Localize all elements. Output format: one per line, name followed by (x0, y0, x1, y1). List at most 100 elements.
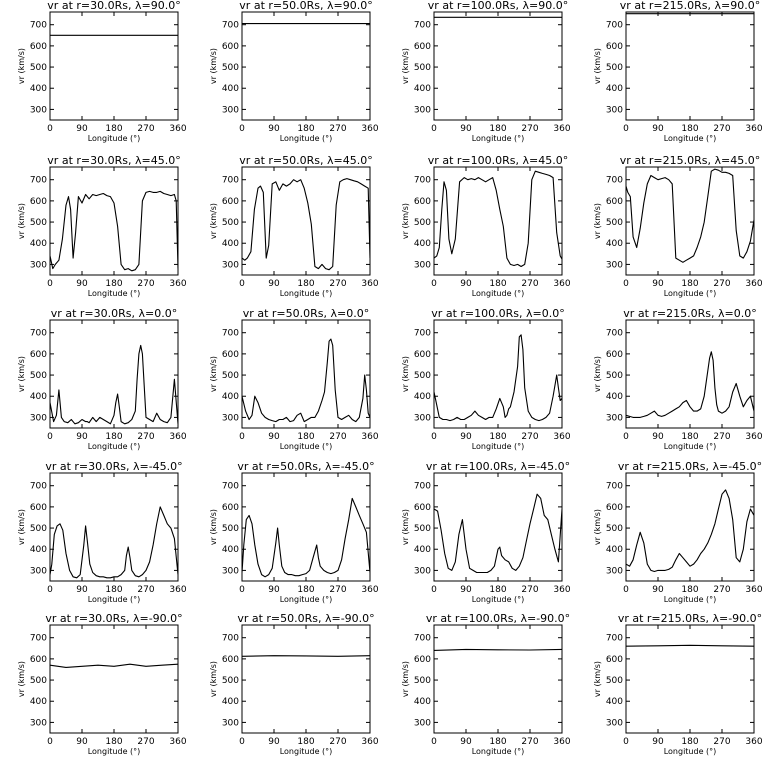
x-tick-label: 270 (137, 279, 154, 289)
y-tick-label: 600 (414, 655, 431, 665)
x-axis-label: Longitude (°) (88, 595, 141, 604)
y-tick-label: 300 (222, 105, 239, 115)
y-tick-label: 500 (414, 676, 431, 686)
y-tick-label: 300 (222, 260, 239, 270)
x-tick-label: 270 (521, 432, 538, 442)
x-tick-label: 270 (521, 737, 538, 747)
plot-frame (433, 319, 563, 429)
y-tick-label: 700 (30, 21, 47, 31)
x-tick-label: 180 (681, 585, 698, 595)
y-tick-label: 600 (222, 42, 239, 52)
y-tick-label: 700 (414, 176, 431, 186)
y-tick-label: 400 (606, 239, 623, 249)
plot-frame (241, 472, 371, 582)
x-axis-label: Longitude (°) (88, 747, 141, 756)
series-line (242, 338, 370, 423)
y-axis-label: vr (km/s) (593, 203, 602, 239)
y-axis-label: vr (km/s) (17, 48, 26, 84)
x-tick-label: 180 (489, 124, 506, 134)
plot-frame (241, 11, 371, 121)
y-tick-label: 300 (30, 718, 47, 728)
x-tick-label: 360 (169, 124, 186, 134)
x-tick-label: 0 (431, 737, 437, 747)
y-tick-label: 700 (30, 176, 47, 186)
y-tick-label: 700 (222, 634, 239, 644)
plot-frame (49, 11, 179, 121)
x-tick-label: 360 (745, 279, 762, 289)
x-tick-label: 360 (553, 585, 570, 595)
panel-title: vr at r=215.0Rs, λ=90.0° (620, 0, 760, 12)
x-tick-label: 360 (361, 432, 378, 442)
y-tick-label: 400 (606, 392, 623, 402)
x-tick-label: 90 (460, 432, 472, 442)
panel-17: vr at r=30.0Rs, λ=-90.0° 0 90 180 270 360 300 4… (17, 612, 187, 756)
y-tick-label: 600 (30, 655, 47, 665)
panel-3: vr at r=100.0Rs, λ=90.0° 0 90 180 270 360 300 4… (401, 0, 571, 143)
panel-9: vr at r=30.0Rs, λ=0.0° 0 90 180 270 360 300 400… (17, 307, 187, 451)
x-tick-label: 0 (47, 279, 53, 289)
y-tick-label: 500 (606, 371, 623, 381)
y-tick-label: 600 (414, 197, 431, 207)
y-tick-label: 700 (222, 482, 239, 492)
y-tick-label: 600 (30, 197, 47, 207)
panel-title: vr at r=50.0Rs, λ=-45.0° (237, 460, 374, 473)
y-tick-label: 700 (606, 482, 623, 492)
x-tick-label: 360 (169, 737, 186, 747)
panel-title: vr at r=30.0Rs, λ=0.0° (51, 307, 177, 320)
x-tick-label: 180 (681, 432, 698, 442)
panel-6: vr at r=50.0Rs, λ=45.0° 0 90 180 270 360 300 40… (209, 154, 379, 298)
panel-title: vr at r=215.0Rs, λ=-45.0° (618, 460, 762, 473)
x-tick-label: 90 (652, 737, 664, 747)
x-tick-label: 0 (431, 279, 437, 289)
x-tick-label: 360 (169, 279, 186, 289)
plot-frame (625, 11, 755, 121)
y-tick-label: 300 (414, 718, 431, 728)
panel-title: vr at r=30.0Rs, λ=45.0° (47, 154, 180, 167)
x-tick-label: 180 (105, 279, 122, 289)
y-tick-label: 700 (222, 329, 239, 339)
x-tick-label: 180 (297, 737, 314, 747)
y-tick-label: 400 (414, 84, 431, 94)
y-tick-label: 600 (30, 503, 47, 513)
y-tick-label: 700 (414, 634, 431, 644)
x-tick-label: 270 (713, 737, 730, 747)
x-axis-label: Longitude (°) (280, 595, 333, 604)
y-tick-label: 400 (222, 697, 239, 707)
x-tick-label: 360 (361, 124, 378, 134)
y-axis-label: vr (km/s) (209, 661, 218, 697)
x-tick-label: 360 (361, 585, 378, 595)
plot-frame (433, 166, 563, 276)
x-tick-label: 270 (137, 737, 154, 747)
series-line (50, 506, 178, 579)
plot-frame (49, 472, 179, 582)
x-tick-label: 90 (652, 279, 664, 289)
x-axis-label: Longitude (°) (280, 134, 333, 143)
x-tick-label: 0 (239, 737, 245, 747)
panel-title: vr at r=30.0Rs, λ=-45.0° (45, 460, 182, 473)
y-tick-label: 300 (222, 718, 239, 728)
y-tick-label: 500 (222, 524, 239, 534)
x-tick-label: 270 (329, 585, 346, 595)
y-tick-label: 600 (414, 350, 431, 360)
plot-frame (49, 166, 179, 276)
series-line (626, 351, 754, 418)
x-tick-label: 0 (431, 585, 437, 595)
x-tick-label: 0 (623, 124, 629, 134)
series-line (434, 334, 562, 422)
y-axis-label: vr (km/s) (593, 356, 602, 392)
x-tick-label: 270 (521, 279, 538, 289)
y-tick-label: 600 (606, 655, 623, 665)
y-axis-label: vr (km/s) (17, 356, 26, 392)
x-tick-label: 270 (329, 279, 346, 289)
y-tick-label: 500 (222, 371, 239, 381)
panel-20: vr at r=215.0Rs, λ=-90.0° 0 90 180 270 360 300… (593, 612, 763, 756)
y-tick-label: 700 (606, 329, 623, 339)
y-tick-label: 400 (30, 392, 47, 402)
panel-title: vr at r=30.0Rs, λ=90.0° (47, 0, 180, 12)
y-tick-label: 500 (606, 524, 623, 534)
panel-title: vr at r=100.0Rs, λ=90.0° (428, 0, 568, 12)
plot-frame (241, 166, 371, 276)
y-tick-label: 600 (414, 42, 431, 52)
panel-1: vr at r=30.0Rs, λ=90.0° 0 90 180 270 360 300 40… (17, 0, 187, 143)
plot-frame (625, 624, 755, 734)
